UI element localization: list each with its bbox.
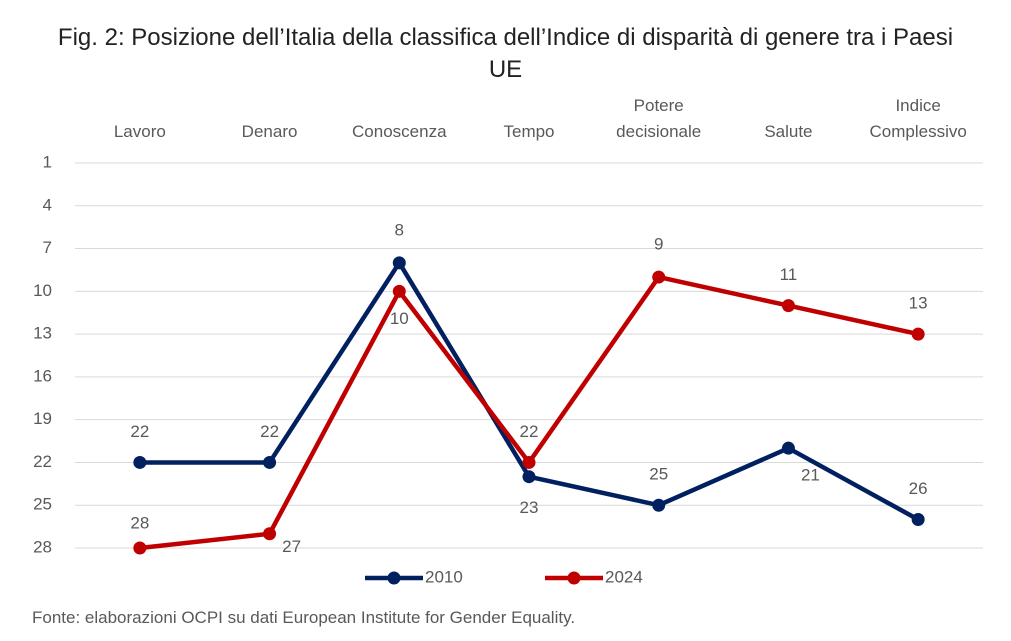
legend-label: 2010 <box>425 567 463 586</box>
data-label: 26 <box>909 479 928 498</box>
point <box>392 256 406 270</box>
y-tick-label: 7 <box>43 238 52 257</box>
category-label: Tempo <box>503 122 555 141</box>
point <box>522 455 536 469</box>
data-label: 11 <box>780 265 798 284</box>
legend-marker <box>387 571 401 585</box>
y-tick-label: 1 <box>43 152 52 171</box>
category-label: Salute <box>764 122 813 141</box>
data-label: 25 <box>649 465 668 484</box>
category-label: Denaro <box>241 122 298 141</box>
y-tick-label: 13 <box>33 324 52 343</box>
data-label: 21 <box>801 466 820 485</box>
point <box>781 299 795 313</box>
data-label: 22 <box>130 422 149 441</box>
category-label: Indice Complessivo <box>869 96 967 141</box>
y-tick-label: 28 <box>33 537 52 556</box>
legend-marker <box>567 571 581 585</box>
point <box>133 455 147 469</box>
data-label: 27 <box>282 537 301 556</box>
data-label: 8 <box>395 220 404 239</box>
y-tick-label: 19 <box>33 409 52 428</box>
data-label: 9 <box>654 235 663 254</box>
legend-label: 2024 <box>605 567 643 586</box>
data-label: 10 <box>390 309 409 328</box>
y-tick-label: 10 <box>33 281 52 300</box>
point <box>652 498 666 512</box>
category-label: Potere decisionale <box>616 96 702 141</box>
point <box>133 541 147 555</box>
point <box>263 455 277 469</box>
point <box>392 284 406 298</box>
y-tick-label: 25 <box>33 495 52 514</box>
y-tick-label: 4 <box>43 195 52 214</box>
point <box>263 527 277 541</box>
point <box>911 512 925 526</box>
data-label: 22 <box>520 422 539 441</box>
point <box>911 327 925 341</box>
point <box>522 470 536 484</box>
category-label: Lavoro <box>113 122 166 141</box>
source-note: Fonte: elaborazioni OCPI su dati Europea… <box>32 608 576 627</box>
point <box>781 441 795 455</box>
y-tick-label: 22 <box>33 452 52 471</box>
data-label: 13 <box>909 294 928 313</box>
data-label: 23 <box>520 498 539 517</box>
data-label: 22 <box>260 422 279 441</box>
chart-title: Fig. 2: Posizione dell’Italia della clas… <box>57 24 954 83</box>
data-label: 28 <box>130 513 149 532</box>
point <box>652 270 666 284</box>
category-label: Conoscenza <box>352 122 447 141</box>
y-tick-label: 16 <box>33 366 52 385</box>
